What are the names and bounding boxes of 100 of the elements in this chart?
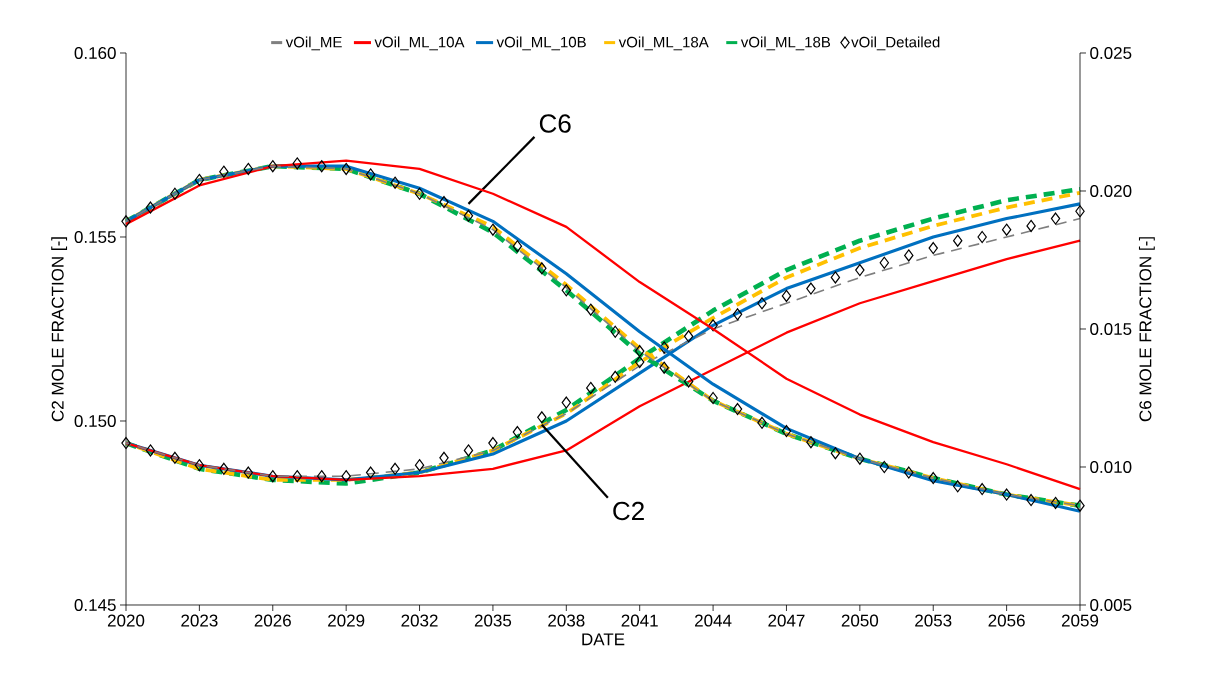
x-tick-label: 2050 [841,614,879,627]
x-tick-label: 2023 [181,614,218,627]
point [145,201,156,214]
point [1075,499,1085,512]
point [610,370,620,383]
point [121,215,131,228]
point [855,452,865,465]
point [316,470,327,483]
point [659,341,669,354]
legend-label: vOil_Detailed [851,36,940,51]
point [170,187,180,200]
y-tick-label: 0.145 [74,598,116,612]
point [243,162,254,176]
point [806,282,816,295]
x-tick-label: 2047 [768,614,805,627]
point [683,375,694,388]
point [194,173,205,187]
x-tick-label: 2056 [988,614,1025,627]
point [659,361,669,374]
point [879,256,890,269]
point [806,436,816,449]
y2-tick-label: 0.020 [1090,184,1132,198]
point [683,330,694,343]
x-tick-label: 2038 [548,614,585,627]
point [414,459,425,472]
legend-label: vOil_ML_10A [374,36,465,51]
point [292,470,302,483]
point [732,402,743,416]
y2-axis-title: C6 MOLE FRACTION [-] [1138,237,1155,422]
point [488,223,498,236]
point [1001,223,1012,236]
point [390,176,400,189]
y-tick-label: 0.155 [74,230,116,244]
point [977,482,987,496]
point [365,168,376,181]
x-tick-label: 2044 [695,614,732,627]
point [561,396,572,409]
point [341,162,351,176]
x-tick-label: 2041 [621,614,658,627]
point [219,165,229,178]
point [145,444,156,457]
y2-tick-label: 0.005 [1090,598,1132,612]
point [194,459,205,472]
point [634,344,645,358]
point [537,262,547,275]
point [1001,488,1012,501]
point [634,356,645,369]
legend-label: vOil_ML_10B [496,36,586,51]
point [952,234,963,247]
point [463,444,474,457]
point [243,466,254,479]
y-tick-label: 0.160 [74,46,116,60]
point [365,466,376,479]
point [170,451,180,464]
point [390,462,400,475]
point [1026,219,1036,233]
y-axis-title: C2 MOLE FRACTION [-] [51,237,68,422]
point [904,466,914,479]
point [537,411,547,424]
point [928,241,938,255]
point [708,391,718,405]
point [977,230,987,244]
x-axis-title: DATE [582,633,625,646]
point [586,303,596,316]
point [928,471,938,485]
point [561,284,572,297]
point [830,447,841,460]
point [121,436,131,450]
point [830,271,841,284]
point [708,319,718,332]
y2-tick-label: 0.015 [1090,322,1132,336]
point [781,425,792,438]
x-tick-label: 2053 [915,614,952,627]
point [952,480,963,493]
point [757,297,767,310]
point [512,240,523,253]
point [855,264,865,277]
x-tick-label: 2059 [1061,614,1099,627]
point [292,157,302,170]
point [610,325,620,338]
point [757,416,767,429]
point [439,195,449,209]
point [268,470,278,483]
point [414,187,425,200]
legend-label: vOil_ML_18A [618,36,709,51]
point [1050,496,1061,509]
legend-label: vOil_ML_18B [740,36,831,51]
point [512,425,523,439]
point [732,308,743,321]
point [1075,205,1085,218]
point [463,209,474,222]
point [1050,212,1061,225]
point [341,470,351,483]
x-tick-label: 2026 [254,614,291,627]
point [219,462,229,475]
point [879,460,890,474]
point [439,451,449,464]
y2-tick-label: 0.025 [1090,46,1132,60]
point [316,160,327,173]
point [268,160,278,173]
